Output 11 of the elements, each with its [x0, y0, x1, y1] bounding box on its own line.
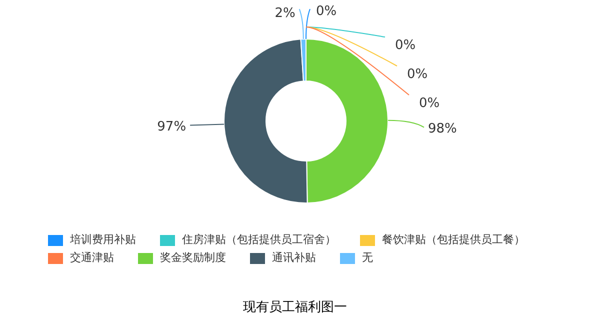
data-label: 2% — [274, 6, 296, 22]
legend-label: 培训费用补贴 — [70, 232, 136, 248]
legend-label: 通讯补贴 — [272, 250, 316, 266]
text: 现有员工福利图一 — [242, 299, 348, 316]
legend-label: 交通津贴 — [70, 250, 114, 266]
data-label: 98% — [428, 121, 457, 136]
legend-label: 住房津贴（包括提供员工宿舍） — [182, 232, 336, 248]
data-label: 97% — [157, 119, 186, 134]
legend-label: 餐饮津贴（包括提供员工餐） — [382, 232, 525, 248]
legend-label: 奖金奖励制度 — [160, 250, 226, 266]
legend-label: 无 — [362, 250, 373, 266]
